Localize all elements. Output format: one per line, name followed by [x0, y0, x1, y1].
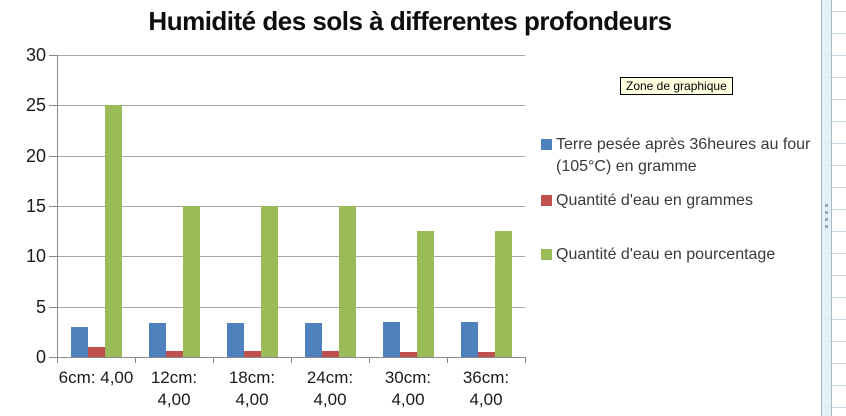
- y-axis-line: [57, 55, 58, 358]
- worksheet-gridline: [821, 187, 846, 188]
- x-axis-label-1: 6cm: 4,00: [58, 368, 134, 387]
- series-red-swatch: [541, 195, 552, 206]
- x-axis-label-6: 36cm: 4,00: [462, 368, 510, 409]
- x-tick-1: [135, 358, 136, 363]
- series-green-swatch: [541, 249, 552, 260]
- worksheet-gridline: [821, 143, 846, 144]
- x-axis-label-3: 18cm: 4,00: [228, 368, 276, 409]
- resize-handle-dot: [825, 211, 828, 214]
- worksheet-gridline: [821, 275, 846, 276]
- bar-12cm-s2[interactable]: [182, 206, 200, 357]
- worksheet-gridline: [821, 99, 846, 100]
- gridline-10: [58, 256, 525, 258]
- bar-18cm-s0[interactable]: [226, 322, 244, 357]
- gridline-5: [58, 306, 525, 308]
- resize-handle-dot: [825, 204, 828, 207]
- gridline-25: [58, 105, 525, 107]
- legend-label: Quantité d'eau en grammes: [556, 192, 753, 209]
- resize-handle-dot: [825, 225, 828, 228]
- chart-frame-right-edge[interactable]: [821, 0, 832, 416]
- x-axis-label-2: 12cm: 4,00: [150, 368, 198, 409]
- y-axis-label-25: 25: [25, 95, 46, 116]
- y-tick-30: [49, 55, 57, 56]
- legend-label: Quantité d'eau en pourcentage: [556, 246, 776, 263]
- worksheet-gridline: [821, 33, 846, 34]
- y-axis-label-10: 10: [25, 246, 46, 267]
- worksheet-gridline: [821, 231, 846, 232]
- worksheet-gridline: [821, 385, 846, 386]
- bar-18cm-s1[interactable]: [243, 350, 261, 357]
- chart-area-tooltip: Zone de graphique: [620, 77, 733, 95]
- bar-30cm-s1[interactable]: [399, 351, 417, 357]
- bar-30cm-s2[interactable]: [416, 231, 434, 357]
- worksheet-gridline: [821, 165, 846, 166]
- y-axis-label-20: 20: [25, 145, 46, 166]
- legend-item-eau-pourcentage[interactable]: Quantité d'eau en pourcentage: [541, 244, 819, 266]
- bar-24cm-s0[interactable]: [304, 322, 322, 357]
- worksheet-gridline: [821, 11, 846, 12]
- chart-title: Humidité des sols à differentes profonde…: [148, 6, 672, 36]
- plot-area[interactable]: [49, 55, 526, 363]
- worksheet-gridline: [821, 297, 846, 298]
- y-tick-20: [49, 155, 57, 157]
- gridline-15: [58, 206, 525, 207]
- y-tick-0: [49, 357, 57, 358]
- x-axis-label-4: 24cm: 4,00: [306, 368, 354, 409]
- bar-12cm-s0[interactable]: [148, 322, 166, 357]
- resize-handle-dot: [825, 218, 828, 221]
- worksheet-gridline: [821, 209, 846, 210]
- y-axis-label-0: 0: [35, 347, 46, 367]
- bar-24cm-s2[interactable]: [338, 206, 356, 357]
- y-axis-label-5: 5: [35, 296, 46, 317]
- bar-36cm-s0[interactable]: [460, 321, 478, 357]
- x-tick-4: [369, 358, 370, 363]
- chart-legend: Terre pesée après 36heures au four (105°…: [541, 134, 819, 266]
- bar-6cm-s0[interactable]: [70, 326, 88, 357]
- worksheet-gridline: [821, 341, 846, 342]
- legend-item-terre-pesee[interactable]: Terre pesée après 36heures au four (105°…: [541, 134, 819, 178]
- bar-6cm-s2[interactable]: [104, 105, 122, 357]
- bar-30cm-s0[interactable]: [382, 321, 400, 357]
- worksheet-gridline: [821, 121, 846, 122]
- x-tick-5: [447, 358, 448, 363]
- x-tick-0: [57, 358, 58, 363]
- worksheet-gridline: [821, 363, 846, 364]
- legend-label: Terre pesée après 36heures au four (105°…: [556, 136, 811, 175]
- worksheet-gridline: [821, 253, 846, 254]
- worksheet-gridline: [821, 55, 846, 56]
- y-axis-label-15: 15: [25, 196, 46, 216]
- worksheet-gridline: [821, 407, 846, 408]
- worksheet-gridline: [821, 77, 846, 78]
- y-tick-10: [49, 256, 57, 258]
- bar-24cm-s1[interactable]: [321, 350, 339, 357]
- gridline-30: [58, 55, 525, 56]
- x-axis-line: [57, 357, 526, 358]
- x-tick-2: [213, 358, 214, 363]
- gridline-20: [58, 155, 525, 157]
- x-tick-6: [525, 358, 526, 363]
- bar-12cm-s1[interactable]: [165, 350, 183, 357]
- bar-36cm-s1[interactable]: [477, 351, 495, 357]
- series-blue-swatch: [541, 139, 552, 150]
- bar-36cm-s2[interactable]: [494, 231, 512, 357]
- y-tick-25: [49, 105, 57, 107]
- y-axis-label-30: 30: [25, 45, 46, 65]
- bar-6cm-s1[interactable]: [87, 346, 105, 357]
- y-tick-15: [49, 206, 57, 207]
- worksheet-gridline: [821, 319, 846, 320]
- y-tick-5: [49, 306, 57, 308]
- x-axis-label-5: 30cm: 4,00: [384, 368, 432, 409]
- x-tick-3: [291, 358, 292, 363]
- bar-18cm-s2[interactable]: [260, 206, 278, 357]
- legend-item-eau-grammes[interactable]: Quantité d'eau en grammes: [541, 190, 819, 212]
